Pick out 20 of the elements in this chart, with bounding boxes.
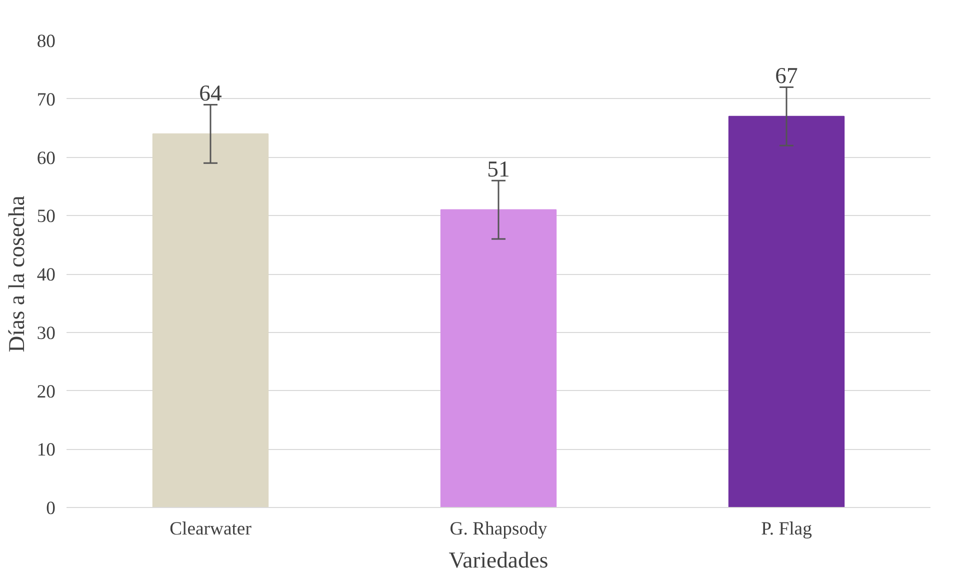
y-tick-label: 80 xyxy=(36,31,56,52)
y-tick-label: 10 xyxy=(36,440,56,461)
y-tick-label: 70 xyxy=(36,89,56,110)
bar xyxy=(152,133,269,508)
y-tick-label: 60 xyxy=(36,148,56,169)
data-label: 64 xyxy=(199,80,222,106)
x-tick-label: P. Flag xyxy=(761,518,812,540)
x-axis-title: Variedades xyxy=(448,548,548,572)
y-tick-label: 0 xyxy=(46,498,56,519)
data-label: 51 xyxy=(487,156,510,182)
data-label: 67 xyxy=(775,63,798,88)
bar xyxy=(728,116,845,508)
y-tick-label: 20 xyxy=(36,381,56,402)
y-tick-label: 50 xyxy=(36,206,56,228)
y-tick-label: 40 xyxy=(36,264,56,286)
x-tick-label: Clearwater xyxy=(170,518,252,540)
bar xyxy=(440,209,557,508)
y-tick-label: 30 xyxy=(36,322,56,344)
x-tick-label: G. Rhapsody xyxy=(450,518,548,540)
y-axis-title: Días a la cosecha xyxy=(4,196,29,352)
